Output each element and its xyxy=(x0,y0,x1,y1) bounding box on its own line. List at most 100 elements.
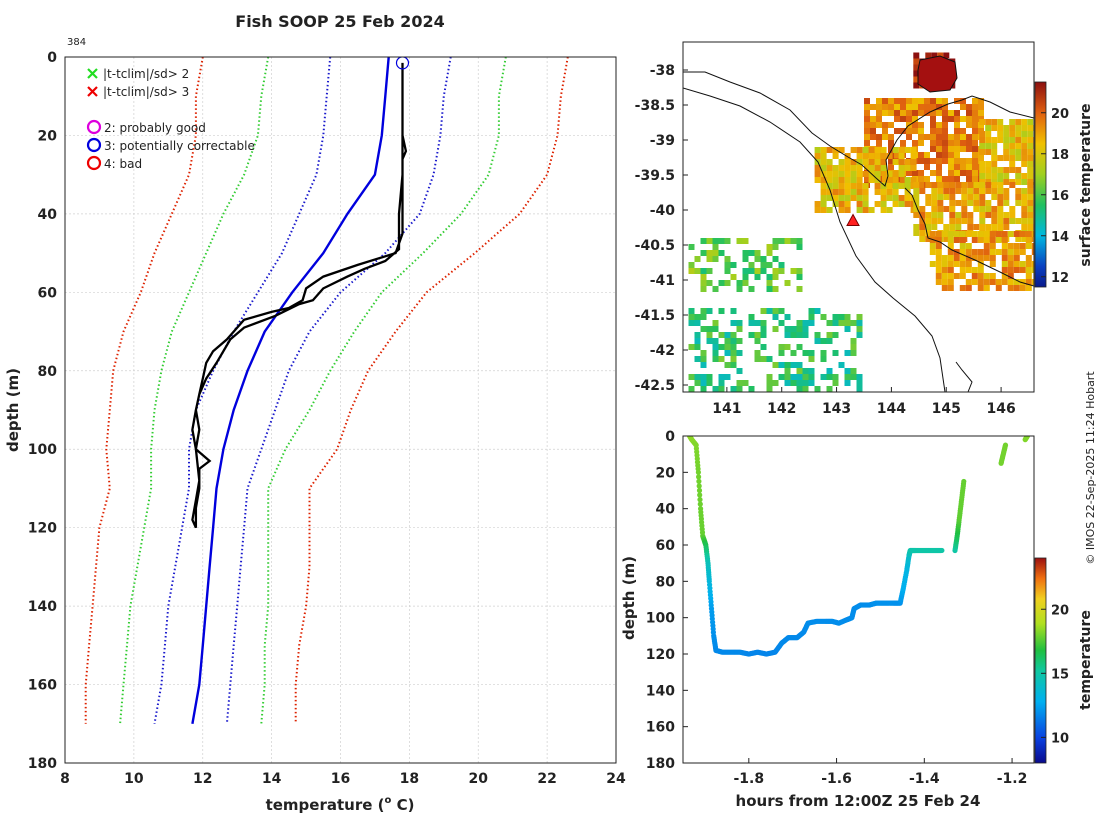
sst-cell xyxy=(965,249,972,255)
sst-cell xyxy=(919,206,926,212)
sst-cell xyxy=(936,158,942,164)
sst-cell xyxy=(979,188,986,194)
sst-cell xyxy=(942,110,948,116)
sst-cell xyxy=(688,268,695,274)
sst-cell xyxy=(960,116,966,122)
temperature-colorbar-tick-label: 20 xyxy=(1051,603,1069,618)
sst-cell xyxy=(874,147,881,153)
sst-cell xyxy=(913,200,920,206)
legend-x-green-icon xyxy=(87,68,98,79)
sst-cell xyxy=(948,146,954,152)
sst-cell xyxy=(1007,255,1014,261)
sst-cell xyxy=(886,195,893,201)
sst-cell xyxy=(997,137,1004,143)
time-ytick-label: 100 xyxy=(646,611,675,627)
sst-cell xyxy=(796,244,803,250)
sst-cell xyxy=(991,137,998,143)
depth-point xyxy=(696,478,702,484)
sst-cell xyxy=(718,386,725,392)
sst-cell xyxy=(862,201,869,207)
sst-cell xyxy=(712,350,719,356)
sst-cell xyxy=(913,64,920,71)
sst-cell xyxy=(1015,179,1022,185)
sst-cell xyxy=(918,182,924,188)
sst-cell xyxy=(712,238,719,244)
sst-cell xyxy=(971,255,978,261)
sst-cell xyxy=(688,386,695,392)
sst-cell xyxy=(694,332,701,338)
time-ytick-label: 120 xyxy=(646,647,675,663)
sst-cell xyxy=(967,182,974,188)
sst-cell xyxy=(742,238,749,244)
sst-cell xyxy=(754,320,761,326)
sst-cell xyxy=(997,119,1004,125)
sst-cell xyxy=(760,332,767,338)
map-xtick-label: 146 xyxy=(986,401,1015,417)
sst-cell xyxy=(961,194,968,200)
sst-cell xyxy=(924,152,930,158)
sst-cell xyxy=(832,195,839,201)
sst-cell xyxy=(766,286,773,292)
sst-cell xyxy=(913,194,920,200)
sst-cell xyxy=(942,158,948,164)
sst-cell xyxy=(700,308,707,314)
sst-cell xyxy=(971,267,978,273)
sst-cell xyxy=(997,224,1004,230)
sst-cell xyxy=(972,146,978,152)
sst-cell xyxy=(832,320,839,326)
sst-cell xyxy=(912,116,918,122)
sst-cell xyxy=(820,201,827,207)
sst-cell xyxy=(868,177,875,183)
sst-cell xyxy=(700,362,707,368)
sst-cell xyxy=(700,238,707,244)
sst-cell xyxy=(966,170,972,176)
sst-cell xyxy=(736,380,743,386)
sst-cell xyxy=(912,98,918,104)
sst-cell xyxy=(972,128,978,134)
sst-cell xyxy=(942,122,948,128)
sst-cell xyxy=(688,344,695,350)
sst-cell xyxy=(1015,149,1022,155)
sst-cell xyxy=(712,356,719,362)
sst-cell xyxy=(904,201,911,207)
sst-cell xyxy=(700,380,707,386)
sst-cell xyxy=(754,350,761,356)
sst-cell xyxy=(894,104,900,110)
sst-cell xyxy=(766,280,773,286)
sst-cell xyxy=(989,273,996,279)
sst-cell xyxy=(942,134,948,140)
sst-cell xyxy=(876,98,882,104)
sst-cell xyxy=(983,285,990,291)
sst-cell xyxy=(997,218,1004,224)
sst-cell xyxy=(832,183,839,189)
sst-cell xyxy=(937,188,944,194)
sst-cell xyxy=(937,218,944,224)
sst-cell xyxy=(718,308,725,314)
ship-position-marker xyxy=(846,213,860,226)
sst-cell xyxy=(712,386,719,392)
sst-cell xyxy=(967,218,974,224)
sst-cell xyxy=(707,392,713,398)
sst-cell xyxy=(1031,279,1034,285)
sst-cell xyxy=(706,380,713,386)
sst-cell xyxy=(1021,119,1028,125)
map-ytick-label: -39 xyxy=(650,133,675,149)
sst-cell xyxy=(864,116,870,122)
sst-cell xyxy=(954,164,960,170)
sst-cell xyxy=(977,267,984,273)
sst-cell xyxy=(802,374,809,380)
sst-cell xyxy=(943,224,950,230)
sst-cell xyxy=(1015,236,1022,242)
sst-cell xyxy=(826,332,833,338)
sst-cell xyxy=(971,273,978,279)
sst-cell xyxy=(862,153,869,159)
ytick-label: 80 xyxy=(38,364,58,380)
series-clim-2sd xyxy=(260,57,507,724)
sst-cell xyxy=(844,314,851,320)
sst-cell xyxy=(864,110,870,116)
sst-cell xyxy=(972,170,978,176)
sst-cell xyxy=(997,182,1004,188)
sst-cell xyxy=(977,273,984,279)
sst-cell xyxy=(772,268,779,274)
sst-cell xyxy=(929,231,936,237)
